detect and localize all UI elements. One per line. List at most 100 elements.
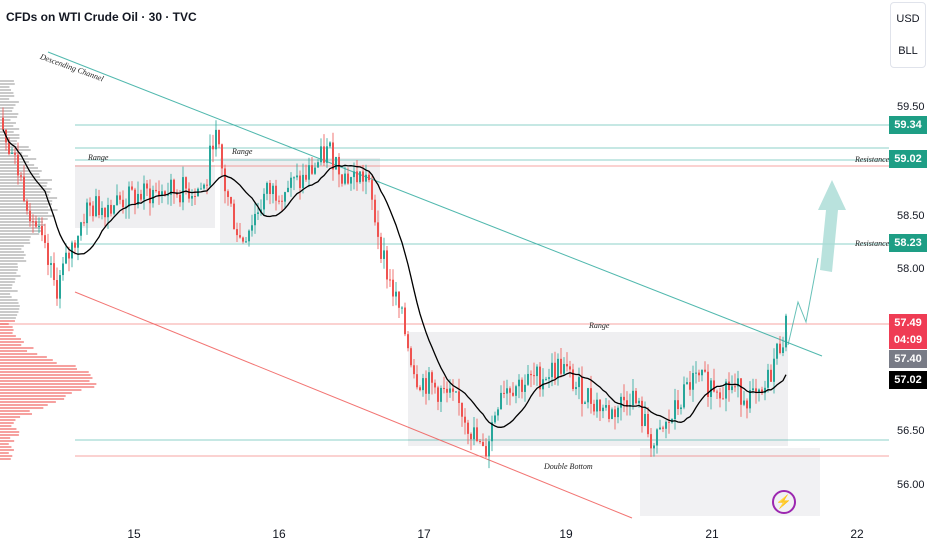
volume-profile-bar: [0, 266, 18, 268]
volume-profile-bar: [0, 458, 11, 460]
candle-body: [332, 142, 334, 170]
candle-body: [509, 388, 511, 393]
candle-body: [353, 171, 355, 178]
candle-body: [443, 387, 445, 389]
candle-body: [431, 372, 433, 383]
volume-profile-bar: [0, 386, 95, 388]
currency-label[interactable]: USD: [896, 13, 920, 25]
candle-body: [251, 225, 253, 231]
volume-profile-bar: [0, 104, 16, 106]
volume-profile-bar: [0, 260, 27, 262]
volume-profile-bar: [0, 344, 22, 346]
candle-body: [596, 399, 598, 412]
candle-body: [575, 387, 577, 390]
price-tag: 57.02: [889, 371, 927, 389]
candle-body: [314, 167, 316, 174]
candle-body: [14, 152, 16, 155]
x-tick-label: 16: [272, 527, 286, 541]
volume-profile-bar: [0, 365, 76, 367]
volume-profile-bar: [0, 272, 17, 274]
volume-profile-bar: [0, 335, 16, 337]
y-tick-label: 58.00: [897, 263, 925, 275]
candle-body: [203, 184, 205, 189]
volume-profile-bar: [0, 302, 19, 304]
candle-body: [254, 213, 256, 226]
candle-body: [428, 372, 430, 394]
volume-profile-bar: [0, 110, 13, 112]
candle-body: [500, 392, 502, 410]
candle-body: [185, 177, 187, 189]
candle-body: [371, 180, 373, 200]
candle-body: [269, 182, 271, 195]
candle-body: [740, 378, 742, 405]
candle-body: [731, 386, 733, 391]
y-tick-label: 58.50: [897, 210, 925, 222]
volume-profile-bar: [0, 224, 46, 226]
candle-body: [263, 193, 265, 210]
candle-body: [653, 445, 655, 449]
candle-body: [626, 400, 628, 407]
candle-body: [710, 380, 712, 397]
volume-profile-bar: [0, 227, 41, 229]
volume-profile-bar: [0, 80, 14, 82]
candle-body: [275, 185, 277, 201]
volume-profile-bar: [0, 338, 21, 340]
volume-profile-bar: [0, 284, 13, 286]
volume-profile-bar: [0, 341, 24, 343]
candle-body: [362, 171, 364, 182]
candle-body: [188, 188, 190, 199]
candle-body: [527, 373, 529, 385]
price-tag: 58.23: [889, 234, 927, 252]
volume-profile-bar: [0, 452, 9, 454]
candle-body: [422, 378, 424, 391]
volume-profile-bar: [0, 293, 11, 295]
candle-body: [347, 173, 349, 184]
volume-profile-bar: [0, 437, 11, 439]
price-tag: 57.40: [889, 350, 927, 368]
candle-body: [506, 388, 508, 394]
candle-body: [605, 405, 607, 408]
moving-average-line: [2, 129, 787, 428]
candle-body: [437, 387, 439, 402]
unit-selector[interactable]: USD BLL: [890, 2, 926, 68]
candle-body: [116, 195, 118, 206]
candle-body: [386, 250, 388, 280]
candle-body: [359, 171, 361, 183]
candle-body: [770, 369, 772, 382]
candle-body: [752, 388, 754, 391]
x-tick-label: 17: [417, 527, 431, 541]
candle-body: [299, 175, 301, 188]
channel-lower-line: [74, 291, 633, 519]
candle-body: [53, 263, 55, 281]
candle-body: [464, 416, 466, 423]
candle-body: [554, 362, 556, 379]
candle-body: [107, 204, 109, 218]
candle-body: [284, 192, 286, 202]
unit-label[interactable]: BLL: [898, 45, 918, 57]
volume-profile-bar: [0, 107, 14, 109]
volume-profile-bar: [0, 122, 16, 124]
candle-body: [377, 222, 379, 237]
candle-body: [539, 366, 541, 390]
candle-body: [617, 407, 619, 418]
candle-body: [311, 165, 313, 174]
price-tag: 59.02: [889, 150, 927, 168]
candle-body: [635, 390, 637, 404]
candle-body: [419, 387, 421, 391]
projection-arrow: [787, 180, 846, 346]
annotation-range: Range: [88, 153, 109, 162]
volume-profile-bar: [0, 368, 78, 370]
volume-profile-bar: [0, 416, 21, 418]
candle-body: [218, 129, 220, 145]
candle-body: [287, 187, 289, 193]
candle-body: [536, 366, 538, 377]
candle-body: [44, 235, 46, 243]
candle-body: [572, 369, 574, 390]
candle-body: [578, 377, 580, 388]
candle-body: [317, 162, 319, 168]
candle-body: [743, 400, 745, 405]
lightning-icon[interactable]: ⚡: [772, 490, 796, 514]
candle-body: [140, 193, 142, 200]
candle-body: [641, 400, 643, 427]
